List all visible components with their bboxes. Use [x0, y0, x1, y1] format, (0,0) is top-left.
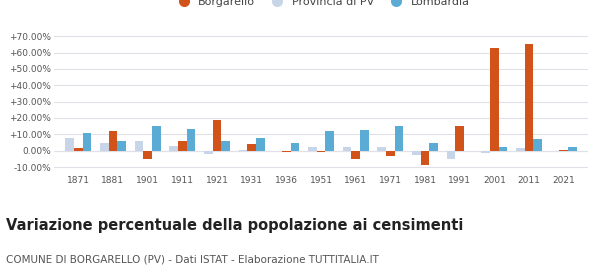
- Bar: [352, 151, 360, 159]
- Bar: [516, 148, 525, 151]
- Text: COMUNE DI BORGARELLO (PV) - Dati ISTAT - Elaborazione TUTTITALIA.IT: COMUNE DI BORGARELLO (PV) - Dati ISTAT -…: [6, 255, 379, 265]
- Bar: [256, 137, 265, 151]
- Bar: [143, 151, 152, 159]
- Bar: [187, 129, 196, 151]
- Bar: [134, 141, 143, 151]
- Bar: [421, 151, 430, 165]
- Bar: [568, 147, 577, 151]
- Bar: [430, 143, 438, 151]
- Bar: [109, 131, 117, 151]
- Bar: [74, 148, 83, 151]
- Bar: [360, 130, 368, 151]
- Bar: [377, 148, 386, 151]
- Bar: [559, 150, 568, 151]
- Bar: [308, 147, 317, 151]
- Bar: [290, 143, 299, 151]
- Bar: [481, 151, 490, 153]
- Bar: [282, 151, 290, 152]
- Bar: [239, 150, 247, 151]
- Bar: [446, 151, 455, 159]
- Bar: [343, 148, 352, 151]
- Bar: [117, 141, 126, 151]
- Bar: [212, 120, 221, 151]
- Bar: [412, 151, 421, 155]
- Bar: [499, 148, 508, 151]
- Bar: [152, 126, 161, 151]
- Bar: [83, 133, 91, 151]
- Bar: [525, 44, 533, 151]
- Bar: [65, 137, 74, 151]
- Bar: [490, 48, 499, 151]
- Bar: [325, 131, 334, 151]
- Bar: [100, 143, 109, 151]
- Bar: [178, 141, 187, 151]
- Bar: [395, 126, 403, 151]
- Bar: [247, 144, 256, 151]
- Bar: [455, 126, 464, 151]
- Bar: [533, 139, 542, 151]
- Bar: [204, 151, 212, 154]
- Legend: Borgarello, Provincia di PV, Lombardia: Borgarello, Provincia di PV, Lombardia: [168, 0, 474, 12]
- Bar: [169, 146, 178, 151]
- Bar: [221, 141, 230, 151]
- Bar: [386, 151, 395, 157]
- Text: Variazione percentuale della popolazione ai censimenti: Variazione percentuale della popolazione…: [6, 218, 463, 234]
